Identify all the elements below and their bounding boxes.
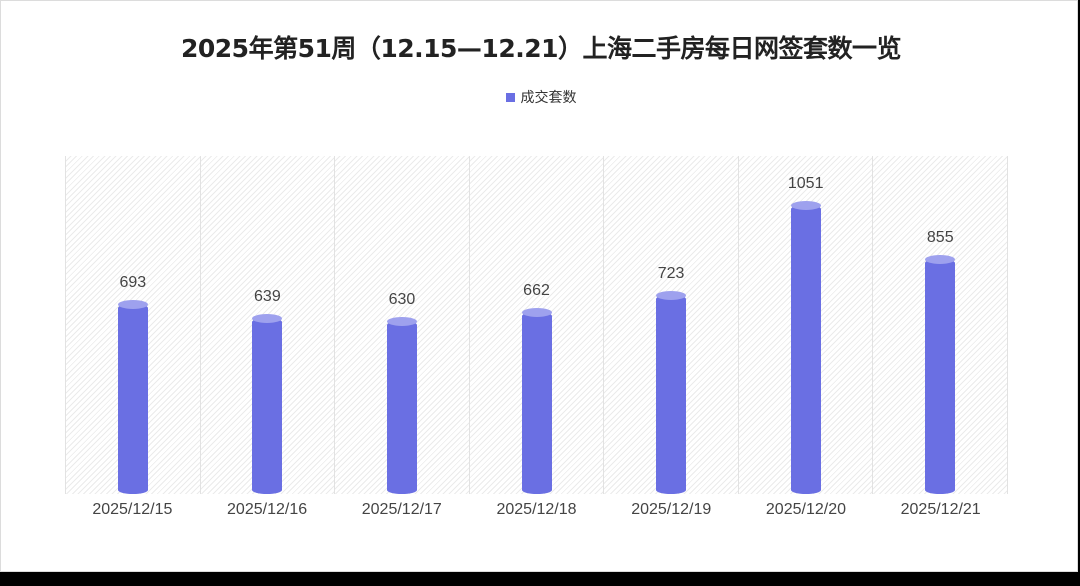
x-tick-label: 2025/12/21 bbox=[900, 501, 981, 518]
bar-cap bbox=[117, 299, 148, 309]
bar-cap bbox=[521, 308, 552, 318]
plot-area: 693 639 630 662 723 1051 855 bbox=[65, 156, 1009, 494]
legend: 成交套数 bbox=[1, 87, 1080, 107]
bar-cap bbox=[252, 314, 283, 324]
data-label: 693 bbox=[119, 273, 147, 291]
bar[interactable] bbox=[925, 255, 956, 494]
chart-card: 2025年第51周（12.15—12.21）上海二手房每日网签套数一览 成交套数… bbox=[0, 0, 1078, 572]
bar-cap bbox=[656, 291, 687, 301]
x-tick-label: 2025/12/17 bbox=[361, 501, 442, 518]
category-column: 693 bbox=[65, 156, 201, 494]
bar[interactable] bbox=[656, 291, 687, 494]
x-tick-label: 2025/12/19 bbox=[631, 501, 712, 518]
x-axis-labels: 2025/12/15 2025/12/16 2025/12/17 2025/12/18… bbox=[65, 501, 1008, 519]
x-tick-label: 2025/12/16 bbox=[227, 501, 308, 518]
category-column: 1051 bbox=[738, 156, 874, 494]
bar[interactable] bbox=[521, 308, 552, 494]
legend-swatch bbox=[505, 92, 515, 102]
data-label: 1051 bbox=[787, 175, 824, 193]
legend-label: 成交套数 bbox=[520, 90, 577, 106]
data-label: 723 bbox=[657, 265, 685, 283]
bar[interactable] bbox=[790, 201, 821, 494]
x-tick-label: 2025/12/18 bbox=[496, 501, 577, 518]
bar-cap bbox=[386, 316, 417, 326]
x-tick-label: 2025/12/20 bbox=[765, 501, 846, 518]
data-label: 662 bbox=[523, 282, 550, 300]
bar[interactable] bbox=[252, 314, 283, 494]
category-column: 639 bbox=[200, 156, 336, 494]
bar-cap bbox=[925, 255, 956, 265]
bar-cap bbox=[790, 201, 821, 211]
category-column: 723 bbox=[604, 156, 739, 494]
chart-title: 2025年第51周（12.15—12.21）上海二手房每日网签套数一览 bbox=[180, 34, 902, 63]
bar[interactable] bbox=[386, 316, 417, 494]
category-column: 855 bbox=[873, 156, 1009, 494]
data-label: 855 bbox=[926, 229, 954, 247]
x-tick-label: 2025/12/15 bbox=[92, 501, 173, 518]
data-label: 630 bbox=[388, 290, 416, 308]
data-label: 639 bbox=[254, 288, 281, 306]
category-column: 662 bbox=[469, 156, 605, 494]
bar[interactable] bbox=[117, 299, 148, 494]
category-column: 630 bbox=[335, 156, 470, 494]
